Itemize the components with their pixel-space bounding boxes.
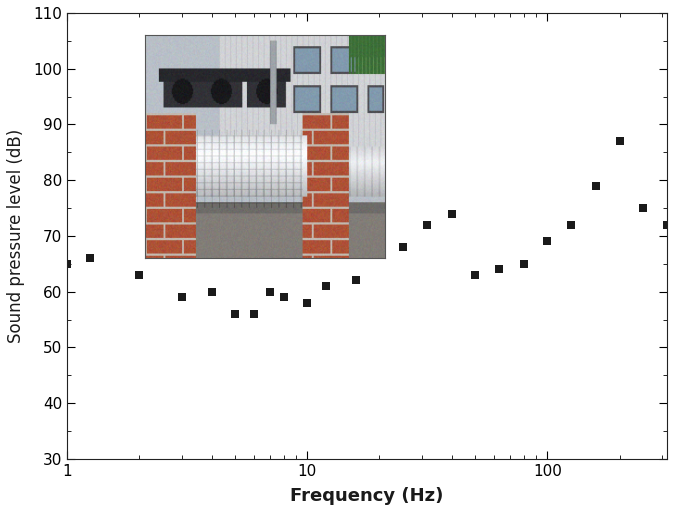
X-axis label: Frequency (Hz): Frequency (Hz) [290,487,443,505]
Y-axis label: Sound pressure level (dB): Sound pressure level (dB) [7,129,25,343]
